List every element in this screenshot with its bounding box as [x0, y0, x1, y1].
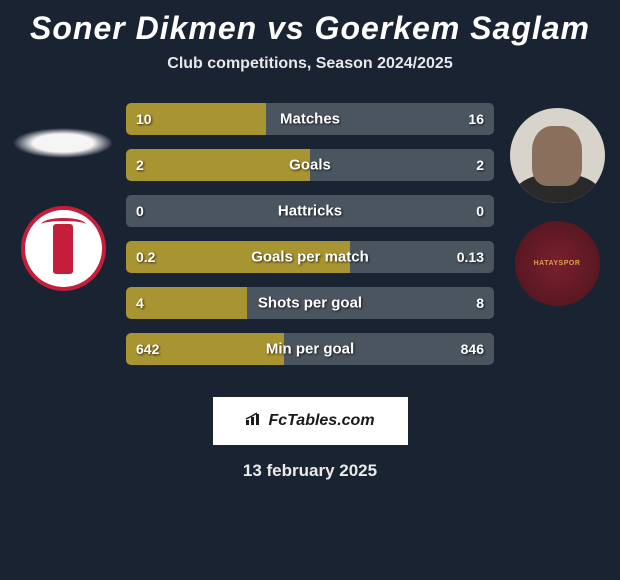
stat-row: 10 16 Matches [126, 103, 494, 135]
club-right-logo [515, 221, 600, 306]
subtitle: Club competitions, Season 2024/2025 [0, 55, 620, 73]
attribution-text: FcTables.com [268, 412, 374, 430]
page-title: Soner Dikmen vs Goerkem Saglam [0, 10, 620, 47]
club-left-logo [21, 206, 106, 291]
stat-value-left: 2 [136, 157, 144, 173]
stat-row: 4 8 Shots per goal [126, 287, 494, 319]
main-area: 10 16 Matches 2 2 Goals 0 0 Hattricks 0.2 0.13 Goal… [0, 103, 620, 379]
stat-value-left: 10 [136, 111, 152, 127]
attribution-badge: FcTables.com [213, 397, 408, 445]
stat-label: Min per goal [266, 341, 354, 358]
stat-row: 0 0 Hattricks [126, 195, 494, 227]
stat-label: Goals per match [251, 249, 369, 266]
stat-row: 642 846 Min per goal [126, 333, 494, 365]
stat-value-right: 0.13 [457, 249, 484, 265]
right-player-column [502, 103, 612, 379]
left-player-column [8, 103, 118, 379]
chart-icon [245, 412, 263, 431]
stat-value-right: 0 [476, 203, 484, 219]
stat-value-left: 4 [136, 295, 144, 311]
stat-value-left: 0.2 [136, 249, 155, 265]
stat-value-right: 8 [476, 295, 484, 311]
stat-label: Matches [280, 111, 340, 128]
date-label: 13 february 2025 [0, 461, 620, 481]
stat-bar-left-segment [126, 149, 310, 181]
stat-label: Goals [289, 157, 331, 174]
stat-value-right: 16 [468, 111, 484, 127]
stat-value-left: 642 [136, 341, 159, 357]
stat-row: 2 2 Goals [126, 149, 494, 181]
stat-label: Shots per goal [258, 295, 362, 312]
comparison-card: Soner Dikmen vs Goerkem Saglam Club comp… [0, 0, 620, 580]
stats-bars: 10 16 Matches 2 2 Goals 0 0 Hattricks 0.2 0.13 Goal… [118, 103, 502, 379]
stat-bar-right-segment [310, 149, 494, 181]
player-right-avatar [510, 108, 605, 203]
stat-value-right: 2 [476, 157, 484, 173]
stat-bar-left-segment [126, 287, 247, 319]
stat-value-right: 846 [461, 341, 484, 357]
stat-value-left: 0 [136, 203, 144, 219]
player-left-avatar [13, 128, 113, 158]
stat-label: Hattricks [278, 203, 342, 220]
stat-row: 0.2 0.13 Goals per match [126, 241, 494, 273]
